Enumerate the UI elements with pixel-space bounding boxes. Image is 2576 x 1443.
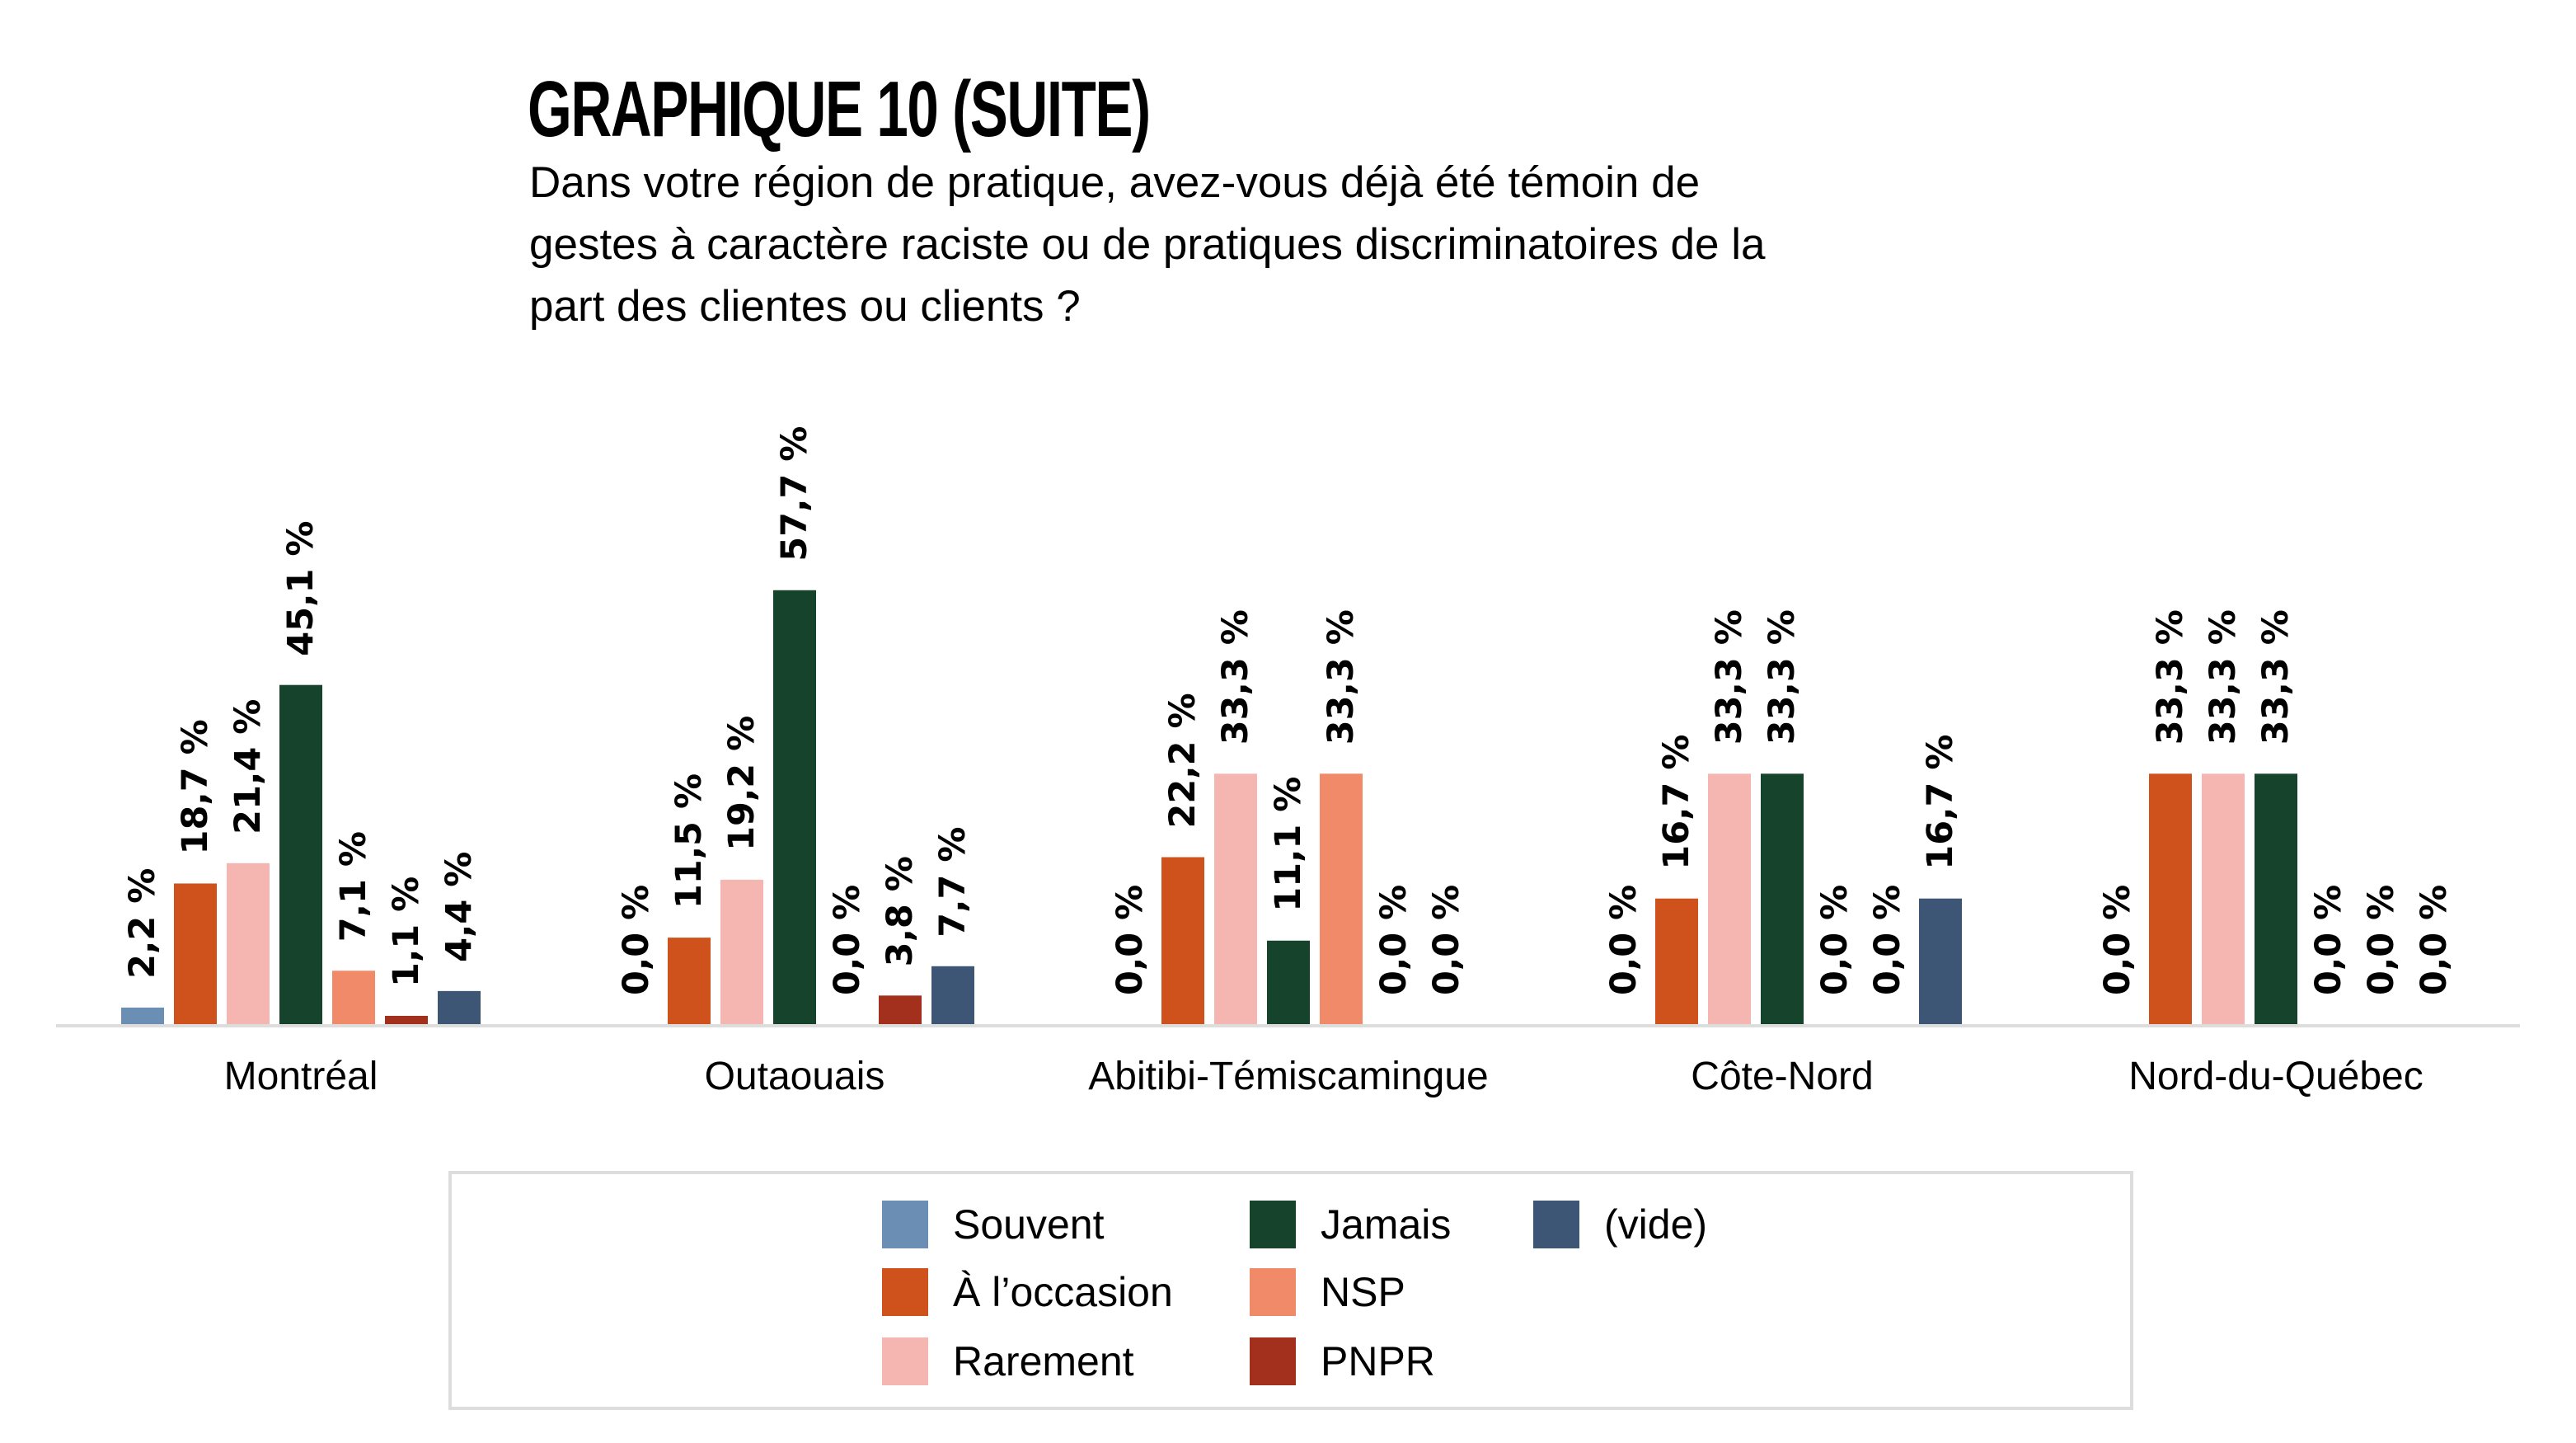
value-label-nord-du-quebec-rarement: 33,3 % [2203,609,2244,745]
subtitle-line-1: Dans votre région de pratique, avez-vous… [529,158,1701,207]
category-label-cote-nord: Côte-Nord [1691,1055,1873,1098]
bar-cote-nord-rarement [1708,773,1751,1024]
subtitle-line-2: gestes à caractère raciste ou de pratiqu… [529,220,1766,269]
bar-montreal-a-l-occasion [174,883,217,1024]
bar-cote-nord-jamais [1761,773,1804,1024]
value-label-cote-nord-souvent: 0,0 % [1603,885,1645,995]
bar-outaouais-jamais [773,590,816,1024]
bar-montreal-pnpr [385,1015,428,1024]
bar-abitibi-temiscamingue-a-l-occasion [1161,857,1204,1024]
value-label-cote-nord-jamais: 33,3 % [1762,609,1803,745]
value-label-outaouais-vide: 7,7 % [932,827,974,938]
bar-montreal-rarement [227,863,270,1024]
legend-label: (vide) [1604,1201,1708,1248]
value-labels-layer: 2,2 % 18,7 % 21,4 % 45,1 % 7,1 % 1,1 % 4,4 % 0,… [122,426,2455,995]
value-label-cote-nord-vide: 16,7 % [1920,735,1961,870]
value-label-montreal-vide: 4,4 % [439,852,480,962]
bar-montreal-jamais [279,684,322,1024]
legend-item-rarement: Rarement [882,1337,1134,1385]
value-label-outaouais-a-l-occasion: 11,5 % [669,773,710,909]
legend-item-jamais: Jamais [1250,1201,1451,1248]
value-label-nord-du-quebec-nsp: 0,0 % [2308,885,2349,995]
value-label-abitibi-temiscamingue-jamais: 11,1 % [1268,777,1309,912]
bar-cote-nord-vide [1919,898,1962,1024]
legend-swatch-vide [1533,1201,1579,1248]
bar-outaouais-pnpr [879,995,922,1024]
legend-label: À l’occasion [953,1269,1173,1315]
legend-swatch-souvent [882,1201,928,1248]
category-label-abitibi-temiscamingue: Abitibi-Témiscamingue [1088,1055,1489,1098]
category-label-montreal: Montréal [224,1055,378,1098]
bar-outaouais-a-l-occasion [668,938,711,1024]
bar-outaouais-vide [931,966,974,1024]
legend-swatch-a-l-occasion [882,1268,928,1316]
legend-label: Jamais [1321,1201,1452,1248]
legend-item-nsp: NSP [1250,1268,1405,1316]
value-label-montreal-souvent: 2,2 % [122,868,163,979]
chart-title: GRAPHIQUE 10 (SUITE) [528,65,1151,153]
legend-label: Souvent [953,1201,1105,1248]
value-label-outaouais-souvent: 0,0 % [616,885,657,995]
value-label-outaouais-nsp: 0,0 % [827,885,868,995]
legend-item-vide: (vide) [1533,1201,1707,1248]
value-label-montreal-rarement: 21,4 % [228,699,269,834]
value-label-outaouais-rarement: 19,2 % [721,716,762,851]
bar-abitibi-temiscamingue-jamais [1267,940,1310,1024]
value-label-cote-nord-pnpr: 0,0 % [1867,885,1908,995]
legend-label: NSP [1321,1269,1405,1315]
bars-layer [121,590,2297,1024]
value-label-cote-nord-a-l-occasion: 16,7 % [1656,735,1697,870]
value-label-montreal-nsp: 7,1 % [333,831,374,942]
value-label-outaouais-pnpr: 3,8 % [880,856,921,966]
value-label-abitibi-temiscamingue-vide: 0,0 % [1426,885,1467,995]
subtitle-line-3: part des clientes ou clients ? [529,282,1081,331]
value-label-nord-du-quebec-pnpr: 0,0 % [2361,885,2402,995]
chart-subtitle: Dans votre région de pratique, avez-vous… [529,152,2062,337]
category-label-nord-du-quebec: Nord-du-Québec [2128,1055,2424,1098]
bar-montreal-nsp [332,971,375,1024]
value-label-abitibi-temiscamingue-nsp: 33,3 % [1321,609,1362,745]
value-label-abitibi-temiscamingue-rarement: 33,3 % [1215,609,1256,745]
value-label-nord-du-quebec-jamais: 33,3 % [2255,609,2297,745]
legend-item-souvent: Souvent [882,1201,1104,1248]
value-label-abitibi-temiscamingue-pnpr: 0,0 % [1373,885,1415,995]
bar-cote-nord-a-l-occasion [1655,898,1698,1024]
bar-outaouais-rarement [720,879,763,1024]
legend-label: Rarement [953,1338,1134,1384]
category-label-outaouais: Outaouais [705,1055,885,1098]
value-label-cote-nord-rarement: 33,3 % [1709,609,1750,745]
legend-swatch-pnpr [1250,1337,1296,1385]
legend-swatch-rarement [882,1337,928,1385]
value-label-abitibi-temiscamingue-souvent: 0,0 % [1110,885,1151,995]
legend-item-pnpr: PNPR [1250,1337,1435,1385]
legend-swatch-nsp [1250,1268,1296,1316]
bar-abitibi-temiscamingue-rarement [1214,773,1257,1024]
value-label-nord-du-quebec-a-l-occasion: 33,3 % [2150,609,2191,745]
legend-swatch-jamais [1250,1201,1296,1248]
legend: Souvent Jamais (vide) À l’occasion NSP Rareme… [448,1171,2133,1410]
value-label-montreal-a-l-occasion: 18,7 % [175,719,216,854]
value-label-abitibi-temiscamingue-a-l-occasion: 22,2 % [1162,693,1204,828]
legend-item-a-l-occasion: À l’occasion [882,1268,1173,1316]
bar-chart: 2,2 % 18,7 % 21,4 % 45,1 % 7,1 % 1,1 % 4,4 % 0,… [56,426,2520,1098]
value-label-montreal-jamais: 45,1 % [280,521,321,656]
bar-montreal-souvent [121,1007,164,1024]
value-label-nord-du-quebec-vide: 0,0 % [2414,885,2455,995]
bar-nord-du-quebec-a-l-occasion [2149,773,2192,1024]
value-label-outaouais-jamais: 57,7 % [774,426,815,562]
bar-nord-du-quebec-rarement [2202,773,2245,1024]
legend-label: PNPR [1321,1338,1435,1384]
bar-montreal-vide [438,990,481,1024]
bar-nord-du-quebec-jamais [2255,773,2297,1024]
category-labels-layer: Montréal Outaouais Abitibi-Témiscamingue Cô… [224,1055,2424,1098]
value-label-cote-nord-nsp: 0,0 % [1814,885,1856,995]
value-label-montreal-pnpr: 1,1 % [386,877,427,987]
bar-abitibi-temiscamingue-nsp [1320,773,1363,1024]
value-label-nord-du-quebec-souvent: 0,0 % [2097,885,2138,995]
